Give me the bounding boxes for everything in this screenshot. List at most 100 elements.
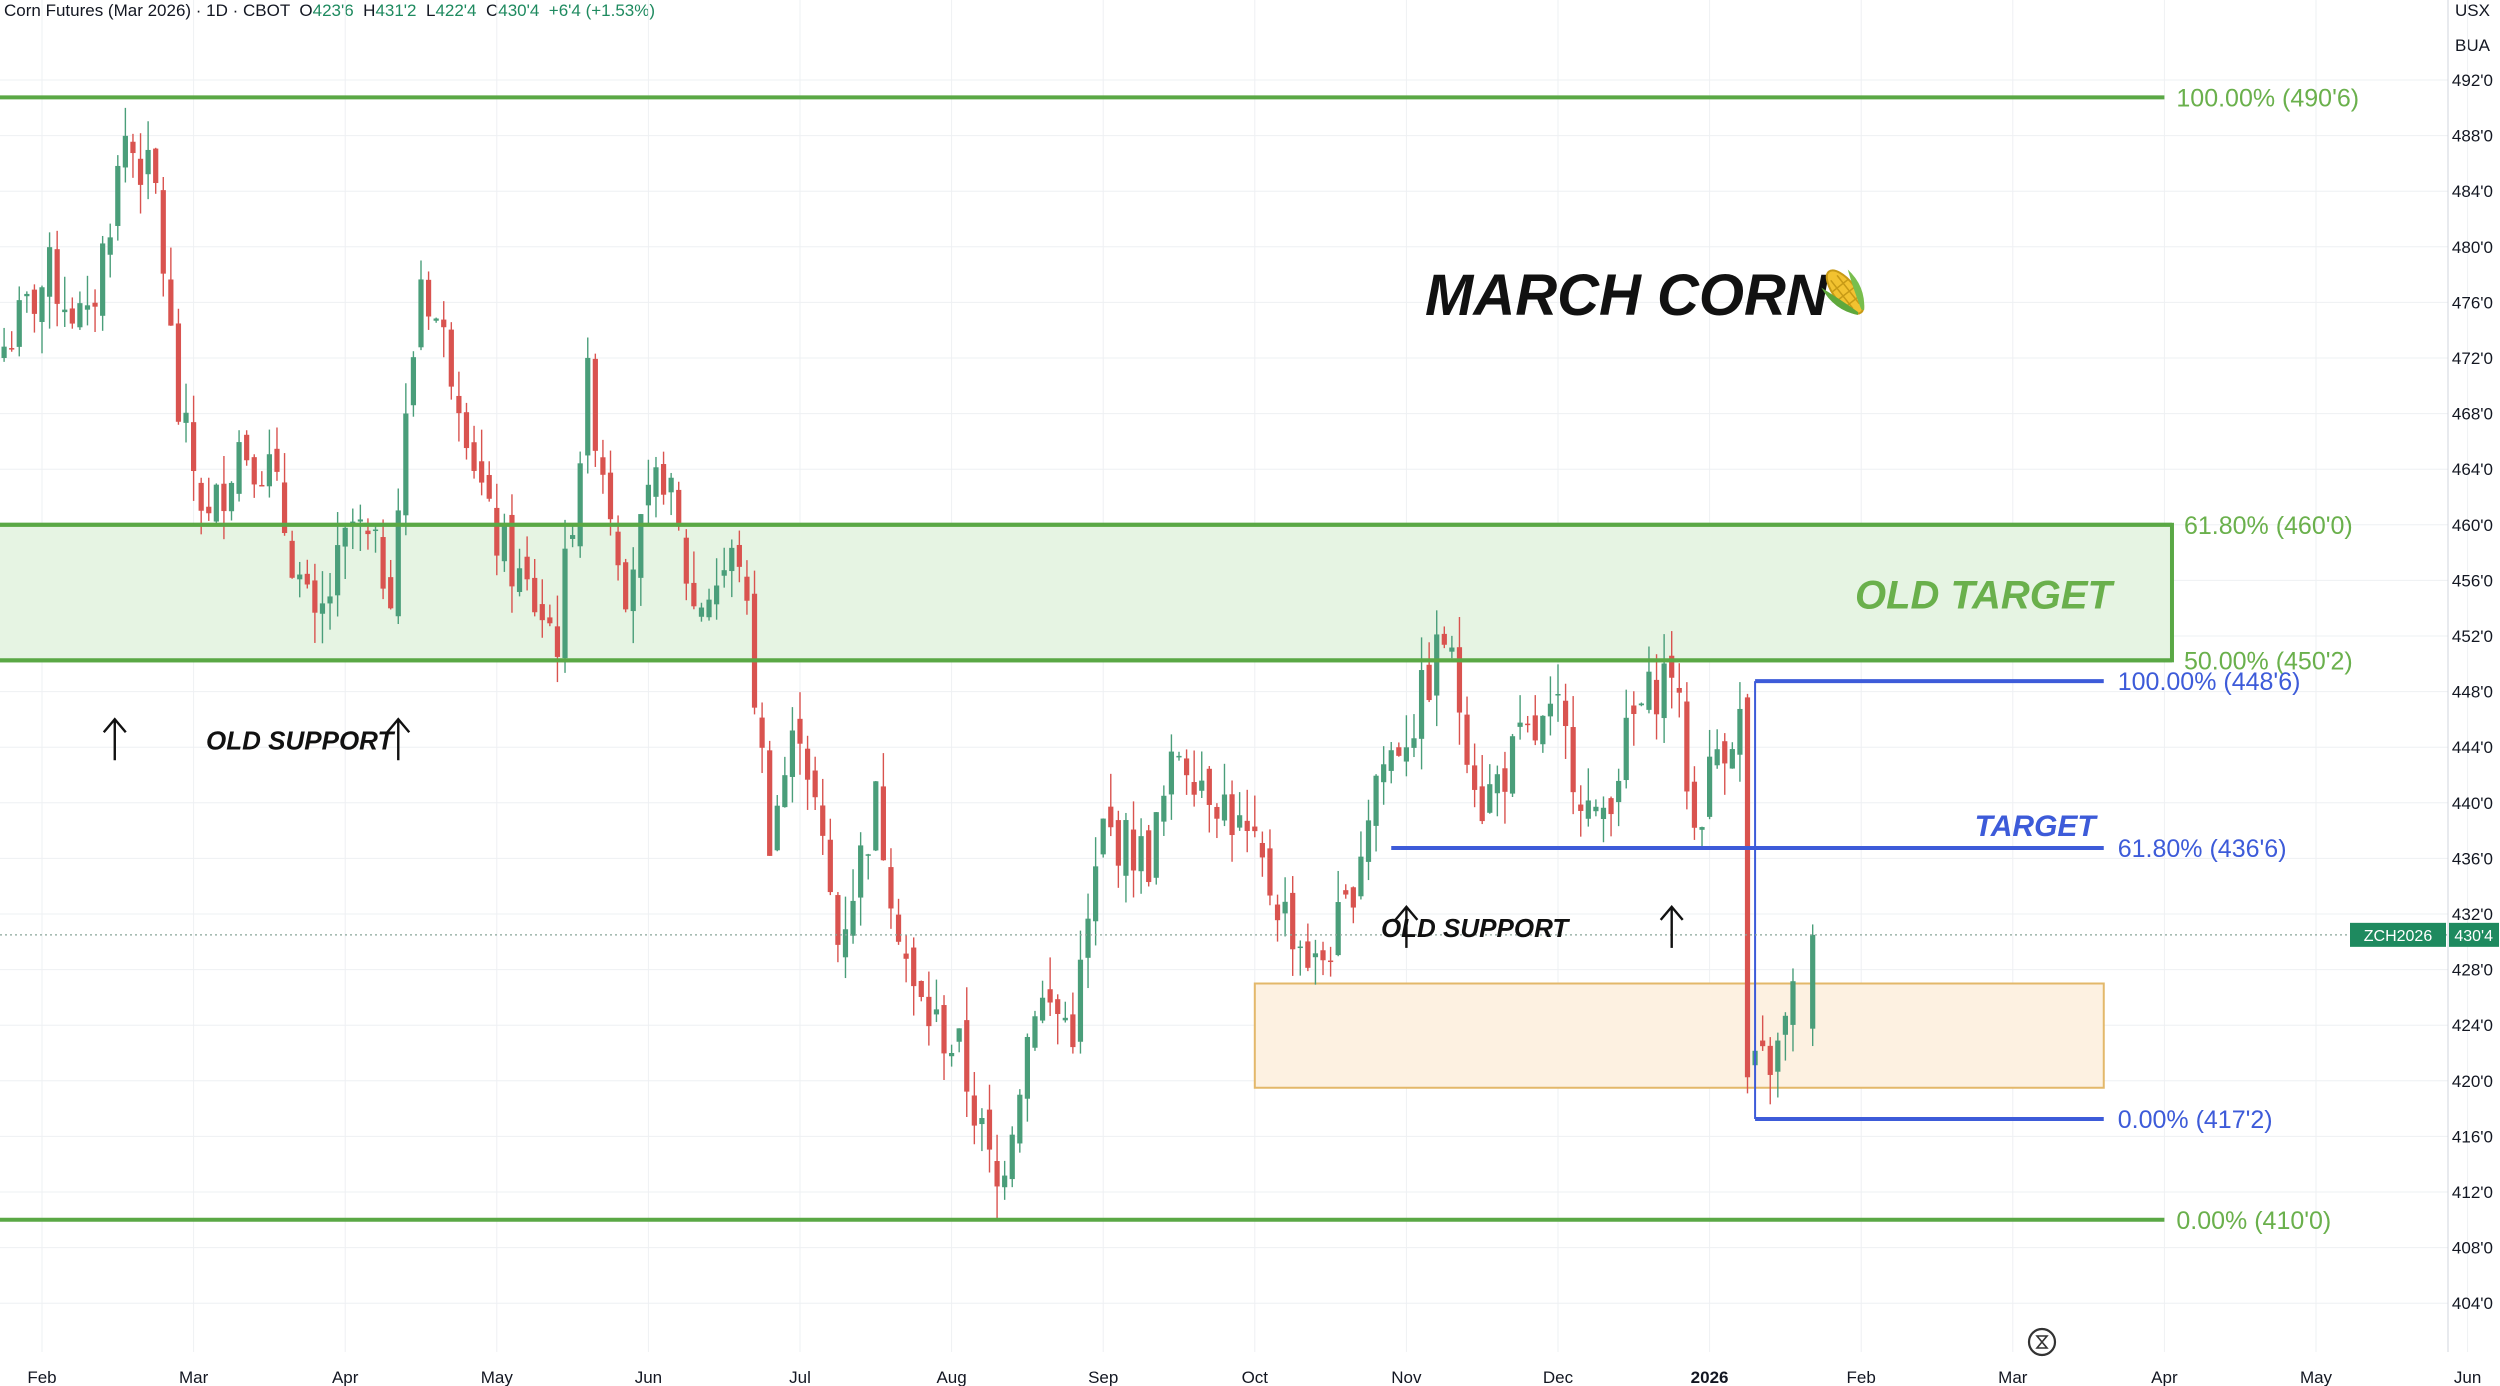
candle bbox=[463, 402, 470, 460]
candle-body bbox=[1130, 829, 1137, 871]
candle bbox=[994, 1134, 1000, 1220]
candle-body bbox=[1146, 830, 1152, 883]
candle-body bbox=[676, 489, 682, 527]
candle-body bbox=[365, 530, 371, 535]
candle-body bbox=[1790, 981, 1796, 1025]
candle-body bbox=[1358, 856, 1364, 897]
candle-body bbox=[1214, 806, 1220, 819]
green-fib-label: 61.80% (460'0) bbox=[2184, 512, 2353, 540]
candle bbox=[570, 523, 576, 548]
candle bbox=[1115, 810, 1121, 888]
candle-body bbox=[16, 300, 22, 347]
candle bbox=[24, 291, 30, 313]
time-tick-label: Mar bbox=[1998, 1368, 2028, 1386]
candle-body bbox=[949, 1053, 955, 1057]
candle-body bbox=[1411, 738, 1417, 748]
candle-body bbox=[1479, 786, 1485, 822]
candle bbox=[84, 275, 91, 326]
candle bbox=[1464, 696, 1470, 774]
candle bbox=[62, 276, 68, 327]
candle bbox=[1358, 831, 1364, 900]
candle bbox=[782, 756, 788, 808]
candle-body bbox=[789, 730, 796, 777]
candle bbox=[1085, 893, 1091, 989]
price-tick-label: 440'0 bbox=[2452, 794, 2493, 813]
candle-body bbox=[236, 442, 242, 494]
price-axis[interactable]: 492'0 488'0 484'0 480'0 476'0 472'0 468'0 464'0… bbox=[2350, 0, 2499, 1352]
candle-body bbox=[1168, 751, 1175, 795]
candle-body bbox=[706, 599, 712, 618]
candle bbox=[1585, 768, 1591, 827]
candle-body bbox=[1578, 804, 1584, 811]
candle-body bbox=[767, 750, 773, 856]
candle bbox=[1237, 792, 1243, 831]
price-tick-label: 416'0 bbox=[2452, 1127, 2493, 1146]
timer-icon[interactable] bbox=[2027, 1327, 2057, 1357]
candle bbox=[736, 530, 742, 583]
annotations-layer: OLD SUPPORT OLD SUPPORT bbox=[102, 717, 1684, 948]
candle-body bbox=[77, 303, 83, 328]
candle-body bbox=[198, 482, 204, 511]
candle bbox=[137, 133, 144, 214]
candle-body bbox=[1267, 848, 1273, 896]
candle-body bbox=[1434, 634, 1440, 696]
candle bbox=[1259, 831, 1265, 877]
candle bbox=[842, 896, 849, 979]
candle-body bbox=[759, 717, 765, 748]
candle-body bbox=[145, 149, 151, 175]
candle-body bbox=[395, 510, 401, 617]
candle-body bbox=[1221, 794, 1228, 821]
candle-body bbox=[1631, 705, 1637, 714]
candle-body bbox=[1244, 820, 1250, 831]
candle bbox=[1221, 763, 1228, 827]
candle-body bbox=[736, 544, 742, 567]
candle-body bbox=[1206, 768, 1212, 805]
candle-body bbox=[372, 529, 379, 532]
candle-body bbox=[1684, 701, 1690, 792]
candle bbox=[1396, 742, 1402, 757]
candle bbox=[160, 177, 166, 297]
candle bbox=[895, 898, 902, 945]
candle bbox=[418, 260, 424, 351]
open-value: 423'6 bbox=[312, 1, 354, 20]
candle-body bbox=[1744, 697, 1751, 1078]
arrow-head bbox=[1659, 905, 1684, 921]
candle bbox=[1199, 751, 1205, 799]
candle-body bbox=[31, 289, 38, 314]
candle bbox=[1350, 886, 1356, 924]
candle bbox=[1244, 789, 1250, 853]
candle bbox=[1039, 980, 1046, 1024]
candle bbox=[122, 107, 128, 183]
candle-body bbox=[1449, 647, 1455, 652]
candle bbox=[539, 579, 545, 638]
candle bbox=[1403, 715, 1409, 777]
candle-body bbox=[607, 472, 614, 520]
candle bbox=[1472, 743, 1478, 808]
candle bbox=[797, 692, 803, 775]
candle-body bbox=[774, 805, 780, 851]
candle bbox=[1661, 634, 1667, 743]
candle-body bbox=[191, 422, 197, 472]
time-axis[interactable]: Feb Mar Apr May Jun Jul Aug Sep Oct Nov Dec 2026 Feb… bbox=[27, 1368, 2481, 1386]
candle-body bbox=[1002, 1175, 1008, 1188]
price-tick-label: 448'0 bbox=[2452, 683, 2493, 702]
candle bbox=[471, 425, 477, 479]
price-tick-label: 408'0 bbox=[2452, 1239, 2493, 1258]
candle-body bbox=[1388, 750, 1394, 771]
candle-body bbox=[812, 770, 818, 798]
candle-body bbox=[463, 412, 470, 449]
candle-body bbox=[524, 556, 530, 580]
candle-body bbox=[1418, 670, 1425, 739]
candle bbox=[1123, 812, 1129, 903]
price-tick-label: 468'0 bbox=[2452, 405, 2493, 424]
candle bbox=[532, 558, 538, 617]
candle-body bbox=[1274, 904, 1281, 921]
candle bbox=[433, 317, 439, 323]
candle-body bbox=[1009, 1134, 1015, 1180]
close-value: 430'4 bbox=[498, 1, 540, 20]
candle bbox=[130, 133, 136, 178]
candle bbox=[39, 285, 45, 354]
candle-body bbox=[971, 1095, 977, 1126]
candle-body bbox=[1714, 749, 1720, 766]
